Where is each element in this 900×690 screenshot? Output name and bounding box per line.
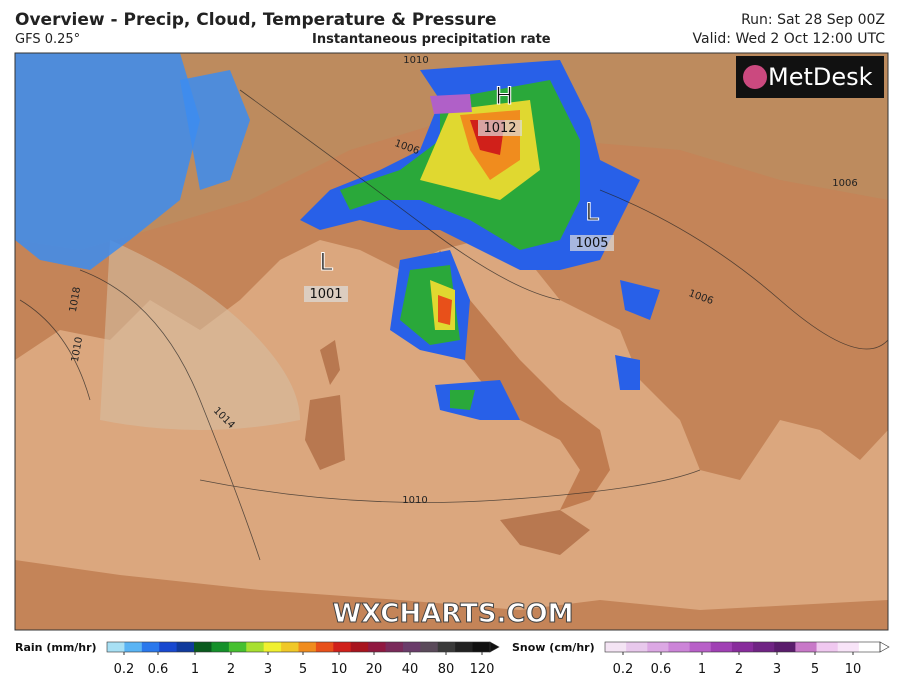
legend-swatch [731, 642, 754, 652]
legend-swatch [107, 642, 125, 652]
legend-tick-label: 0.6 [148, 662, 169, 677]
isobar-label: 1010 [402, 495, 427, 506]
legend-swatch [263, 642, 282, 652]
legend-swatch [472, 642, 491, 652]
legend-swatch [774, 642, 796, 652]
legend-swatch [689, 642, 712, 652]
legend-swatch [124, 642, 143, 652]
legend-swatch [437, 642, 456, 652]
legend-swatch [141, 642, 160, 652]
pressure-value-box [570, 235, 614, 251]
legend-swatch [176, 642, 195, 652]
legend-swatch [402, 642, 421, 652]
legend-tick-label: 5 [811, 662, 819, 677]
legend-swatch [246, 642, 265, 652]
legend-tick-label: 40 [402, 662, 419, 677]
legend-swatch [194, 642, 212, 652]
legend-title: Rain (mm/hr) [15, 641, 97, 654]
logo: MetDesk [768, 63, 873, 91]
legend-arrow [879, 641, 890, 653]
legend-tick-label: 10 [845, 662, 862, 677]
valid: Valid: Wed 2 Oct 12:00 UTC [692, 31, 885, 47]
legend-tick-label: 0.2 [613, 662, 634, 677]
legend-tick-label: 120 [470, 662, 495, 677]
legend-tick-label: 1 [191, 662, 199, 677]
legend-swatch [816, 642, 839, 652]
legend-swatch [647, 642, 669, 652]
run: Run: Sat 28 Sep 00Z [741, 12, 885, 28]
legend-swatch [298, 642, 317, 652]
legend-swatch [211, 642, 230, 652]
legend-swatch [668, 642, 691, 652]
legend-swatch [333, 642, 352, 652]
isobar-label: 1010 [403, 55, 428, 66]
legend-tick-label: 5 [299, 662, 307, 677]
legend-swatch [837, 642, 860, 652]
isobar-label: 1006 [832, 178, 857, 189]
isobar-label: 1018 [68, 286, 83, 313]
legend-swatch [350, 642, 369, 652]
legend-tick-label: 3 [773, 662, 781, 677]
legend-tick-label: 10 [331, 662, 348, 677]
subtitle: Instantaneous precipitation rate [312, 32, 551, 47]
legend-swatch [710, 642, 733, 652]
legend-title: Snow (cm/hr) [512, 641, 595, 654]
legend-tick-label: 2 [227, 662, 235, 677]
legend-swatch [605, 642, 627, 652]
legend-tick-label: 0.2 [114, 662, 135, 677]
pressure-value-box [304, 286, 348, 302]
title: Overview - Precip, Cloud, Temperature & … [15, 10, 497, 30]
legend-tick-label: 2 [735, 662, 743, 677]
legend-frame [604, 641, 881, 653]
model: GFS 0.25° [15, 32, 81, 47]
legend-tick-label: 80 [438, 662, 455, 677]
logo-icon [743, 65, 767, 89]
legend-swatch [455, 642, 474, 652]
legend-tick-label: 1 [698, 662, 706, 677]
legend-swatch [159, 642, 178, 652]
legend-swatch [385, 642, 404, 652]
legend-tick-label: 20 [366, 662, 383, 677]
pressure-symbol: L [319, 248, 333, 276]
legend-tick-label: 3 [264, 662, 272, 677]
legend-swatch [228, 642, 247, 652]
legend-swatch [795, 642, 818, 652]
pressure-value: 1012 [483, 121, 516, 136]
legend-arrow [489, 641, 500, 653]
pressure-symbol: H [495, 82, 513, 110]
pressure-symbol: L [585, 198, 599, 226]
legend-swatch [420, 642, 439, 652]
legend-swatch [281, 642, 299, 652]
pressure-value-box [478, 120, 522, 136]
legend-swatch [626, 642, 648, 652]
pressure-value: 1001 [309, 287, 342, 302]
map-area [15, 53, 888, 630]
pressure-value: 1005 [575, 236, 608, 251]
legend-frame [106, 641, 491, 653]
isobar-label: 1010 [70, 336, 85, 363]
legend-tick-label: 0.6 [651, 662, 672, 677]
legend-swatch [753, 642, 775, 652]
legend-swatch [368, 642, 387, 652]
legend-swatch [315, 642, 334, 652]
watermark: WXCHARTS.COM [332, 599, 573, 629]
legend-swatch [858, 642, 881, 652]
